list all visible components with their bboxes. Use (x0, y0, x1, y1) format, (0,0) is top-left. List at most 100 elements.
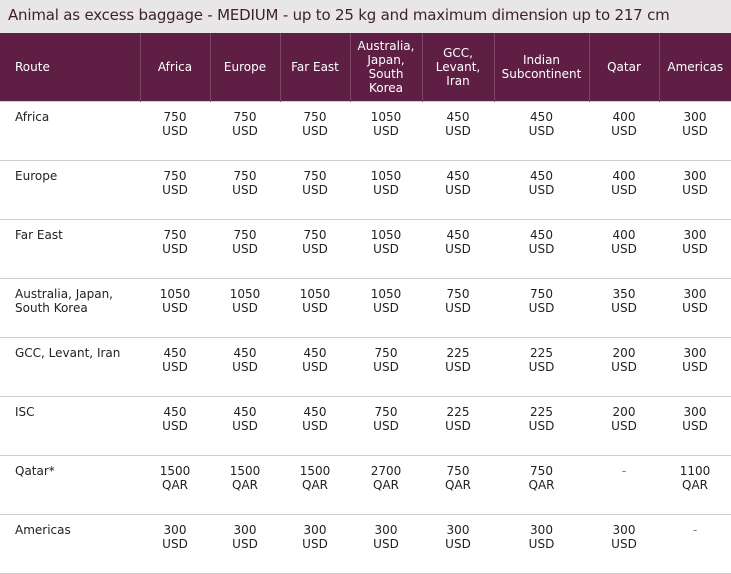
price-currency: USD (302, 242, 328, 256)
price-cell: 300 USD (140, 514, 210, 574)
route-cell: Africa (0, 101, 140, 161)
table-row: GCC, Levant, Iran 450 USD 450 USD 450 USD 750 US… (0, 337, 731, 397)
price-currency: USD (232, 301, 258, 315)
price-cell: 1500 QAR (140, 455, 210, 515)
table-row: Australia, Japan, South Korea 1050 USD 1050… (0, 278, 731, 338)
price-currency: USD (528, 360, 555, 374)
header-row: Route Africa Europe Far East Australia, … (0, 33, 731, 102)
price-currency: QAR (682, 478, 708, 492)
price-cell: 450 USD (422, 101, 494, 161)
price-amount: 225 (446, 346, 470, 360)
price-cell: 1050 USD (210, 278, 280, 338)
price-cell: 300 USD (589, 514, 659, 574)
route-cell: GCC, Levant, Iran (0, 337, 140, 397)
price-cell: 400 USD (589, 101, 659, 161)
table-body: Africa 750 USD 750 USD 750 USD 1050 USD 450 USD 450… (0, 101, 731, 574)
price-amount: 300 (683, 405, 707, 419)
price-cell: 300 USD (659, 396, 731, 456)
price-cell: 750 USD (140, 160, 210, 220)
price-amount: 450 (530, 110, 553, 124)
price-currency: USD (373, 124, 399, 138)
price-currency: USD (682, 124, 708, 138)
price-cell: 1050 USD (350, 219, 422, 279)
route-cell: Australia, Japan, South Korea (0, 278, 140, 338)
table-row: Qatar* 1500 QAR 1500 QAR 1500 QAR 2700 QAR 750 QAR… (0, 455, 731, 515)
price-amount: 450 (303, 405, 327, 419)
price-amount: 1050 (159, 287, 191, 301)
price-amount: 300 (446, 523, 470, 537)
header-gcc-levant-iran: GCC, Levant, Iran (421, 33, 494, 102)
price-currency: USD (611, 537, 637, 551)
price-amount: 750 (374, 405, 398, 419)
price-cell: 750 USD (494, 278, 589, 338)
price-cell: 750 USD (350, 337, 422, 397)
price-cell: 450 USD (210, 396, 280, 456)
price-currency: QAR (373, 478, 399, 492)
price-currency: QAR (162, 478, 188, 492)
price-currency: QAR (445, 478, 471, 492)
price-cell: 225 USD (422, 337, 494, 397)
price-cell: 750 USD (210, 219, 280, 279)
price-currency: USD (611, 124, 637, 138)
price-amount: 200 (612, 346, 636, 360)
price-currency: USD (682, 242, 708, 256)
price-amount: 1050 (370, 169, 402, 183)
price-cell: 450 USD (494, 160, 589, 220)
price-currency: USD (445, 183, 471, 197)
price-currency: USD (682, 360, 708, 374)
price-cell: 450 USD (140, 396, 210, 456)
price-cell: 300 USD (659, 101, 731, 161)
price-currency: USD (445, 419, 471, 433)
price-currency: USD (445, 124, 471, 138)
price-cell: 450 USD (140, 337, 210, 397)
price-currency: USD (611, 301, 637, 315)
price-currency: USD (302, 419, 328, 433)
price-currency: USD (445, 537, 471, 551)
price-cell: 1050 USD (140, 278, 210, 338)
price-currency: USD (162, 419, 188, 433)
route-cell: Qatar* (0, 455, 140, 515)
table-row: Europe 750 USD 750 USD 750 USD 1050 USD 450 USD 450… (0, 160, 731, 220)
price-cell: 1050 USD (350, 101, 422, 161)
price-amount: 300 (683, 228, 707, 242)
price-cell: 350 USD (589, 278, 659, 338)
price-currency: QAR (302, 478, 328, 492)
route-cell: Europe (0, 160, 140, 220)
price-cell: 750 QAR (422, 455, 494, 515)
price-currency: USD (528, 537, 555, 551)
header-indian-subcontinent: Indian Subcontinent (493, 33, 589, 102)
pricing-table: Route Africa Europe Far East Australia, … (0, 33, 731, 574)
price-amount: 300 (530, 523, 553, 537)
price-cell: 300 USD (280, 514, 350, 574)
price-amount: - (692, 523, 698, 537)
price-amount: 750 (303, 110, 327, 124)
price-cell: 200 USD (589, 396, 659, 456)
price-cell: 450 USD (494, 101, 589, 161)
price-amount: 750 (530, 287, 553, 301)
price-amount: 750 (446, 464, 470, 478)
price-amount: 300 (683, 287, 707, 301)
price-currency: USD (528, 183, 555, 197)
price-currency: USD (162, 242, 188, 256)
price-amount: 750 (530, 464, 553, 478)
price-cell: 225 USD (494, 396, 589, 456)
price-currency: USD (162, 360, 188, 374)
price-currency: USD (162, 301, 188, 315)
route-cell: ISC (0, 396, 140, 456)
price-currency: USD (373, 537, 399, 551)
price-currency: USD (302, 124, 328, 138)
header-far-east: Far East (279, 33, 350, 102)
table-row: Far East 750 USD 750 USD 750 USD 1050 USD 450 USD 4… (0, 219, 731, 279)
price-amount: 1050 (299, 287, 331, 301)
price-currency: USD (611, 419, 637, 433)
price-currency: USD (611, 183, 637, 197)
price-currency: USD (302, 301, 328, 315)
price-cell: 300 USD (210, 514, 280, 574)
price-amount: 300 (683, 346, 707, 360)
price-currency: USD (232, 242, 258, 256)
price-amount: 200 (612, 405, 636, 419)
price-currency: USD (162, 183, 188, 197)
price-currency: USD (232, 419, 258, 433)
price-currency: USD (373, 301, 399, 315)
price-currency: QAR (528, 478, 555, 492)
